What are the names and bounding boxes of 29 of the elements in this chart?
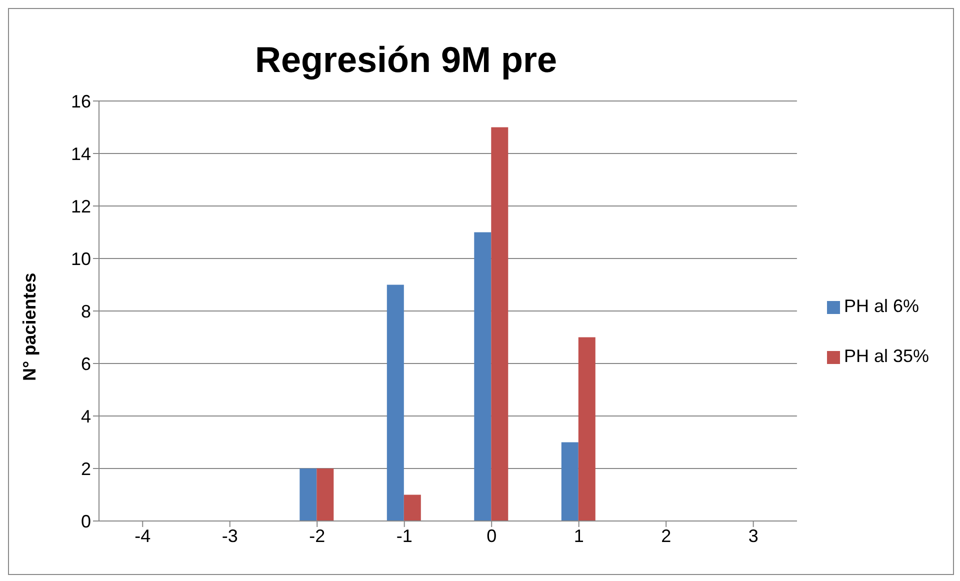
legend-label: PH al 35% (844, 346, 929, 366)
y-axis-title: N° pacientes (19, 272, 40, 381)
bar (404, 494, 421, 521)
x-tick-label: -1 (396, 526, 412, 546)
chart-title: Regresión 9M pre (254, 38, 558, 82)
x-tick-label: 3 (748, 526, 758, 546)
y-tick-label: 16 (70, 91, 91, 112)
x-tick-label: 1 (574, 526, 584, 546)
y-tick-label: 0 (80, 511, 91, 532)
y-tick-label: 2 (80, 458, 91, 479)
x-tick-label: -2 (309, 526, 326, 546)
bar (474, 232, 492, 521)
x-tick-label: 0 (486, 526, 497, 546)
y-tick-label: 8 (80, 301, 91, 322)
y-tick-label: 6 (80, 354, 91, 374)
bar (300, 468, 317, 521)
y-tick-label: 4 (80, 406, 91, 426)
x-tick-label: 2 (661, 526, 672, 546)
x-tick-label: -4 (134, 526, 151, 546)
bar (316, 468, 334, 521)
bar (561, 442, 578, 521)
bar (386, 284, 404, 521)
bar (491, 127, 508, 521)
y-tick-label: 12 (70, 196, 91, 216)
bar (578, 337, 596, 521)
legend-label: PH al 6% (844, 296, 919, 316)
y-tick-label: 14 (70, 144, 91, 164)
y-tick-label: 10 (70, 248, 91, 269)
x-tick-label: -3 (222, 526, 238, 546)
